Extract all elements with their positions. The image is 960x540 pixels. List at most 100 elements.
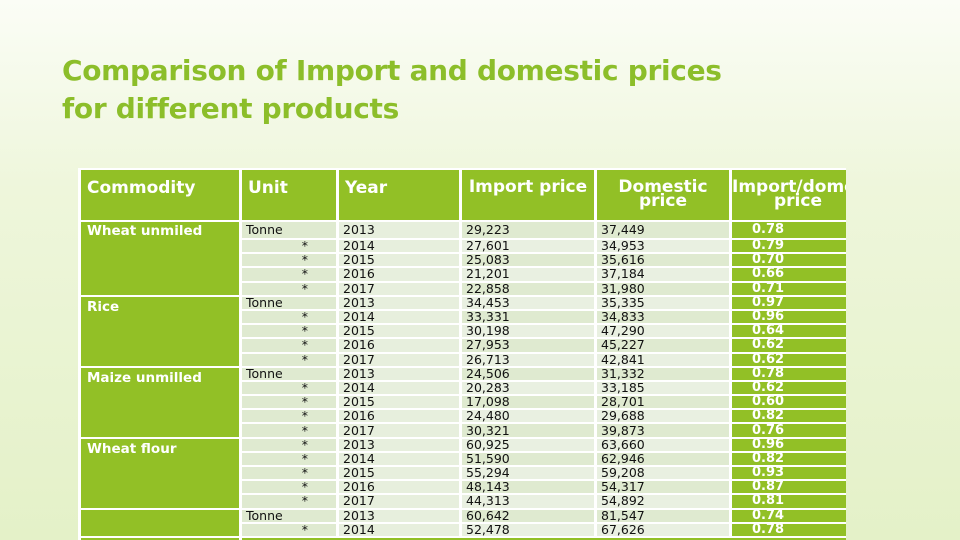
import-price-cell: 25,083 [462, 253, 594, 267]
domestic-price-cell: 34,953 [597, 239, 729, 253]
unit-cell: * [242, 268, 336, 281]
domestic-price-cell: 63,660 [597, 438, 729, 451]
table-row: * 2014 27,601 34,953 0.79 [81, 239, 846, 253]
year-cell: 2015 [339, 324, 459, 338]
domestic-price-cell: 28,701 [597, 395, 729, 409]
year-cell: 2014 [339, 239, 459, 253]
unit-cell: * [242, 523, 336, 536]
unit-cell: * [242, 324, 336, 338]
slide-title: Comparison of Import and domestic prices… [62, 54, 722, 125]
commodity-cell [81, 509, 239, 536]
year-cell: 2017 [339, 495, 459, 508]
table-row: * 2014 20,283 33,185 0.62 [81, 381, 846, 395]
import-price-cell: 30,321 [462, 424, 594, 437]
import-price-cell: 48,143 [462, 480, 594, 494]
year-cell: 2013 [339, 509, 459, 522]
ratio-cell: 0.96 [732, 438, 846, 451]
table-row: Maize unmilled Tonne 2013 24,506 31,332 0.78 [81, 367, 846, 437]
unit-cell: * [242, 424, 336, 437]
unit-cell: * [242, 381, 336, 395]
year-cell: 2013 [339, 367, 459, 380]
year-cell: 2016 [339, 480, 459, 494]
import-price-cell: 55,294 [462, 466, 594, 480]
import-price-cell: 44,313 [462, 495, 594, 508]
import-price-cell: 52,478 [462, 523, 594, 536]
year-cell: 2013 [339, 438, 459, 451]
import-price-cell: 27,953 [462, 339, 594, 352]
domestic-price-cell: 33,185 [597, 381, 729, 395]
unit-cell: * [242, 310, 336, 324]
footer-cell [81, 537, 239, 540]
table-row: * 2015 55,294 59,208 0.93 [81, 466, 846, 480]
year-cell: 2015 [339, 395, 459, 409]
header-year: Year [339, 170, 459, 220]
ratio-cell: 0.70 [732, 253, 846, 266]
domestic-price-cell: 37,184 [597, 268, 729, 281]
domestic-price-cell: 47,290 [597, 324, 729, 338]
unit-cell: * [242, 282, 336, 295]
header-commodity: Commodity [81, 170, 239, 220]
year-cell: 2013 [339, 222, 459, 238]
unit-cell: Tonne [242, 222, 336, 238]
table-row: * 2015 17,098 28,701 0.60 [81, 395, 846, 409]
price-comparison-table: Commodity Unit Year Import price Domesti… [78, 168, 846, 540]
table-row: * 2017 26,713 42,841 0.62 [81, 352, 846, 366]
unit-cell: * [242, 480, 336, 494]
unit-cell: * [242, 452, 336, 465]
ratio-cell: 0.96 [732, 310, 846, 323]
ratio-cell: 0.64 [732, 324, 846, 337]
domestic-price-cell: 54,892 [597, 495, 729, 508]
ratio-cell: 0.82 [732, 452, 846, 465]
header-domestic-price: Domestic price [597, 170, 729, 220]
year-cell: 2017 [339, 424, 459, 437]
ratio-cell: 0.62 [732, 352, 846, 366]
year-cell: 2016 [339, 339, 459, 352]
domestic-price-cell: 67,626 [597, 523, 729, 536]
year-cell: 2017 [339, 353, 459, 366]
ratio-cell: 0.60 [732, 395, 846, 408]
ratio-cell: 0.66 [732, 267, 846, 281]
table-footer-row [81, 537, 846, 540]
header-unit: Unit [242, 170, 336, 220]
table-row: * 2017 30,321 39,873 0.76 [81, 423, 846, 437]
ratio-cell: 0.78 [732, 523, 846, 536]
import-price-cell: 27,601 [462, 239, 594, 253]
domestic-price-cell: 37,449 [597, 222, 729, 238]
import-price-cell: 24,480 [462, 409, 594, 423]
domestic-price-cell: 59,208 [597, 466, 729, 480]
import-price-cell: 17,098 [462, 395, 594, 409]
domestic-price-cell: 81,547 [597, 509, 729, 522]
table-row: * 2014 52,478 67,626 0.78 [81, 523, 846, 536]
table-row: * 2016 21,201 37,184 0.66 [81, 267, 846, 281]
table-row: Wheat unmiled Tonne 2013 29,223 37,449 0.78 [81, 222, 846, 295]
import-price-cell: 33,331 [462, 310, 594, 324]
domestic-price-cell: 35,616 [597, 253, 729, 267]
domestic-price-cell: 54,317 [597, 480, 729, 494]
import-price-cell: 30,198 [462, 324, 594, 338]
unit-cell: * [242, 239, 336, 253]
unit-cell: Tonne [242, 509, 336, 522]
year-cell: 2015 [339, 466, 459, 480]
import-price-cell: 51,590 [462, 452, 594, 465]
year-cell: 2013 [339, 296, 459, 309]
header-ratio: Import/domestic price [732, 170, 846, 220]
ratio-cell: 0.76 [732, 423, 846, 437]
table-row: * 2014 51,590 62,946 0.82 [81, 452, 846, 465]
ratio-cell: 0.82 [732, 409, 846, 422]
table-row: * 2016 27,953 45,227 0.62 [81, 338, 846, 352]
ratio-cell: 0.62 [732, 338, 846, 352]
table-row: * 2016 24,480 29,688 0.82 [81, 409, 846, 423]
table-row: * 2015 25,083 35,616 0.70 [81, 253, 846, 267]
ratio-cell: 0.79 [732, 239, 846, 252]
unit-cell: * [242, 409, 336, 423]
ratio-cell: 0.71 [732, 282, 846, 295]
table-row: * 2016 48,143 54,317 0.87 [81, 480, 846, 494]
domestic-price-cell: 31,980 [597, 282, 729, 295]
year-cell: 2014 [339, 523, 459, 536]
domestic-price-cell: 42,841 [597, 353, 729, 366]
import-price-cell: 26,713 [462, 353, 594, 366]
commodity-cell: Wheat flour [81, 438, 239, 508]
year-cell: 2016 [339, 268, 459, 281]
header-row: Commodity Unit Year Import price Domesti… [81, 170, 846, 220]
table-row: Wheat flour * 2013 60,925 63,660 0.96 [81, 438, 846, 508]
